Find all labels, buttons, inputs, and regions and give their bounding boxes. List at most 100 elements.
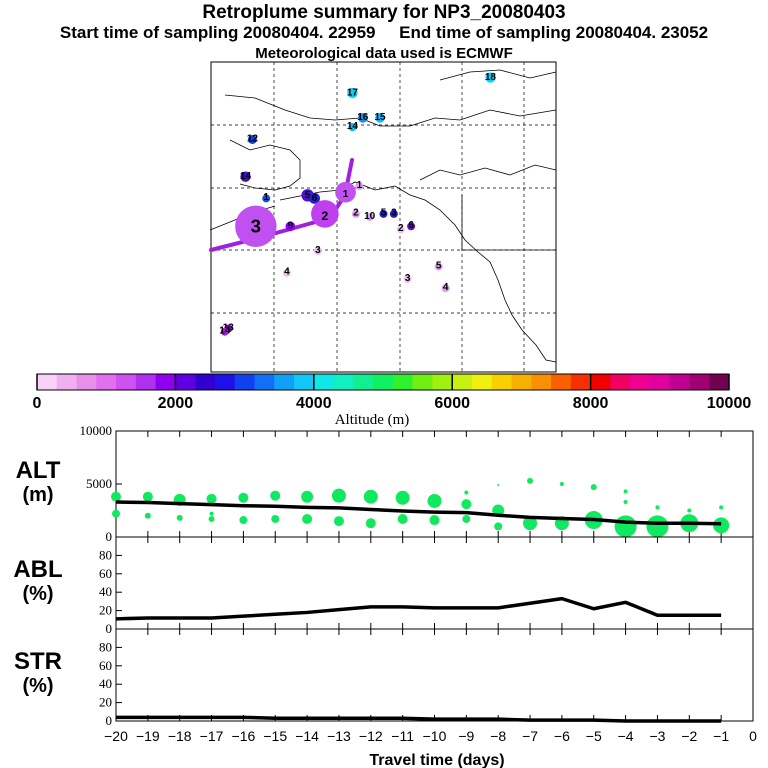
trajectory-marker-label: 2 [321, 209, 328, 223]
trajectory-marker [389, 209, 398, 218]
altitude-scatter-point [655, 505, 660, 510]
x-tick-label: −9 [458, 728, 474, 744]
trajectory-marker [262, 194, 271, 203]
trajectory-marker-label: 17 [347, 87, 359, 98]
trajectory-marker-label: 5 [381, 208, 387, 219]
trajectory-marker-label: 12 [247, 134, 259, 145]
altitude-scatter-point [713, 517, 730, 534]
trajectory-marker [308, 192, 321, 204]
trajectory-marker [335, 181, 356, 203]
altitude-scatter-point [497, 484, 500, 487]
x-tick-label: −17 [200, 728, 224, 744]
colorbar-swatch [709, 374, 730, 390]
trajectory-marker-label: 18 [485, 72, 497, 83]
colorbar-swatch [76, 374, 97, 390]
altitude-scatter-point [687, 508, 692, 513]
x-tick-label: −4 [618, 728, 634, 744]
altitude-scatter-point [144, 512, 151, 519]
trajectory-marker-label: 6 [408, 220, 414, 231]
alt-series-line [115, 500, 722, 526]
altitude-scatter-point [623, 489, 628, 494]
trajectory-marker-label: 14 [219, 326, 231, 337]
altitude-scatter-point [623, 500, 628, 505]
trajectory-marker [365, 213, 374, 221]
chart-title: Retroplume summary for NP3_20080403 [202, 2, 566, 23]
x-tick-label: −8 [490, 728, 506, 744]
str-axis-label: (%) [22, 675, 53, 697]
str-series-line [116, 715, 722, 723]
trajectory-marker [220, 327, 229, 336]
trajectory-marker-label: 13 [223, 322, 235, 333]
abl-axis-label: (%) [22, 583, 53, 605]
x-axis-label: Travel time (days) [369, 752, 504, 768]
y-tick-label: 0 [106, 621, 113, 636]
abl-axis-label: ABL [13, 556, 62, 583]
trajectory-marker [240, 171, 251, 182]
trajectory-marker-label: 1 [263, 192, 269, 203]
altitude-scatter-point [238, 492, 249, 503]
altitude-scatter-point [206, 493, 217, 504]
altitude-scatter-point [270, 490, 281, 501]
altitude-scatter-point [111, 491, 121, 502]
altitude-scatter-point [461, 499, 472, 510]
colorbar-swatch [373, 374, 394, 390]
altitude-scatter-point [646, 515, 669, 538]
altitude-scatter-point [333, 516, 344, 527]
y-tick-label: 20 [99, 603, 112, 618]
trajectory-marker [282, 268, 291, 277]
altitude-scatter-point [590, 484, 597, 491]
x-tick-label: −15 [263, 728, 287, 744]
trajectory-marker [396, 225, 405, 234]
colorbar-tick-label: 2000 [158, 395, 194, 412]
trajectory-marker [407, 222, 416, 231]
x-tick-label: −10 [423, 728, 447, 744]
colorbar-swatch [195, 374, 216, 390]
y-tick-label: 0 [106, 529, 113, 544]
y-tick-label: 20 [99, 695, 112, 710]
trajectory-marker [355, 182, 364, 190]
trajectory-marker [247, 135, 257, 144]
altitude-scatter-point [494, 522, 503, 531]
altitude-scatter-point [239, 516, 248, 525]
colorbar-swatch [570, 374, 591, 390]
colorbar-swatch [630, 374, 651, 390]
trajectory-marker [441, 284, 450, 293]
trajectory-marker [434, 262, 443, 271]
altitude-scatter-point [301, 490, 314, 503]
alt-panel: 0 5000 10000 ALT(m) [16, 423, 754, 544]
altitude-scatter-point [112, 509, 120, 518]
trajectory-marker-label: 6 [312, 193, 318, 204]
trajectory-marker-label: 3 [391, 208, 397, 219]
altitude-scatter-point [559, 482, 564, 486]
trajectory-marker-label: 4 [284, 267, 290, 278]
colorbar-swatch [669, 374, 690, 390]
altitude-scatter-point [209, 511, 214, 516]
str-frame [115, 628, 754, 722]
colorbar-tick-label: 10000 [707, 395, 752, 412]
trajectory-marker [347, 87, 358, 99]
abl-panel: 0 20 40 60 80 ABL(%) [13, 536, 754, 636]
altitude-scatter-point [523, 516, 538, 531]
met-data-line: Meteorological data used is ECMWF [255, 45, 513, 62]
alt-axis-label: ALT [16, 457, 61, 484]
trajectory-marker-label: 5 [305, 190, 311, 201]
altitude-scatter-point [464, 490, 469, 495]
colorbar-swatch [491, 374, 512, 390]
altitude-scatter-point [142, 491, 153, 502]
x-tick-label: 0 [749, 728, 757, 744]
trajectory-marker [375, 112, 385, 123]
y-tick-label: 10000 [80, 423, 113, 438]
y-tick-label: 40 [99, 584, 112, 599]
colorbar-swatch [649, 374, 671, 390]
x-tick-label: −13 [327, 728, 351, 744]
y-tick-label: 80 [99, 639, 112, 654]
alt-axis-label: (m) [22, 484, 53, 506]
colorbar-swatch [590, 374, 611, 390]
x-tick-label: −19 [136, 728, 160, 744]
x-tick-label: −18 [168, 728, 192, 744]
sampling-time-subtitle: Start time of sampling 20080404. 22959 E… [59, 23, 709, 42]
x-tick-label: −3 [649, 728, 665, 744]
y-tick-label: 60 [99, 566, 112, 581]
